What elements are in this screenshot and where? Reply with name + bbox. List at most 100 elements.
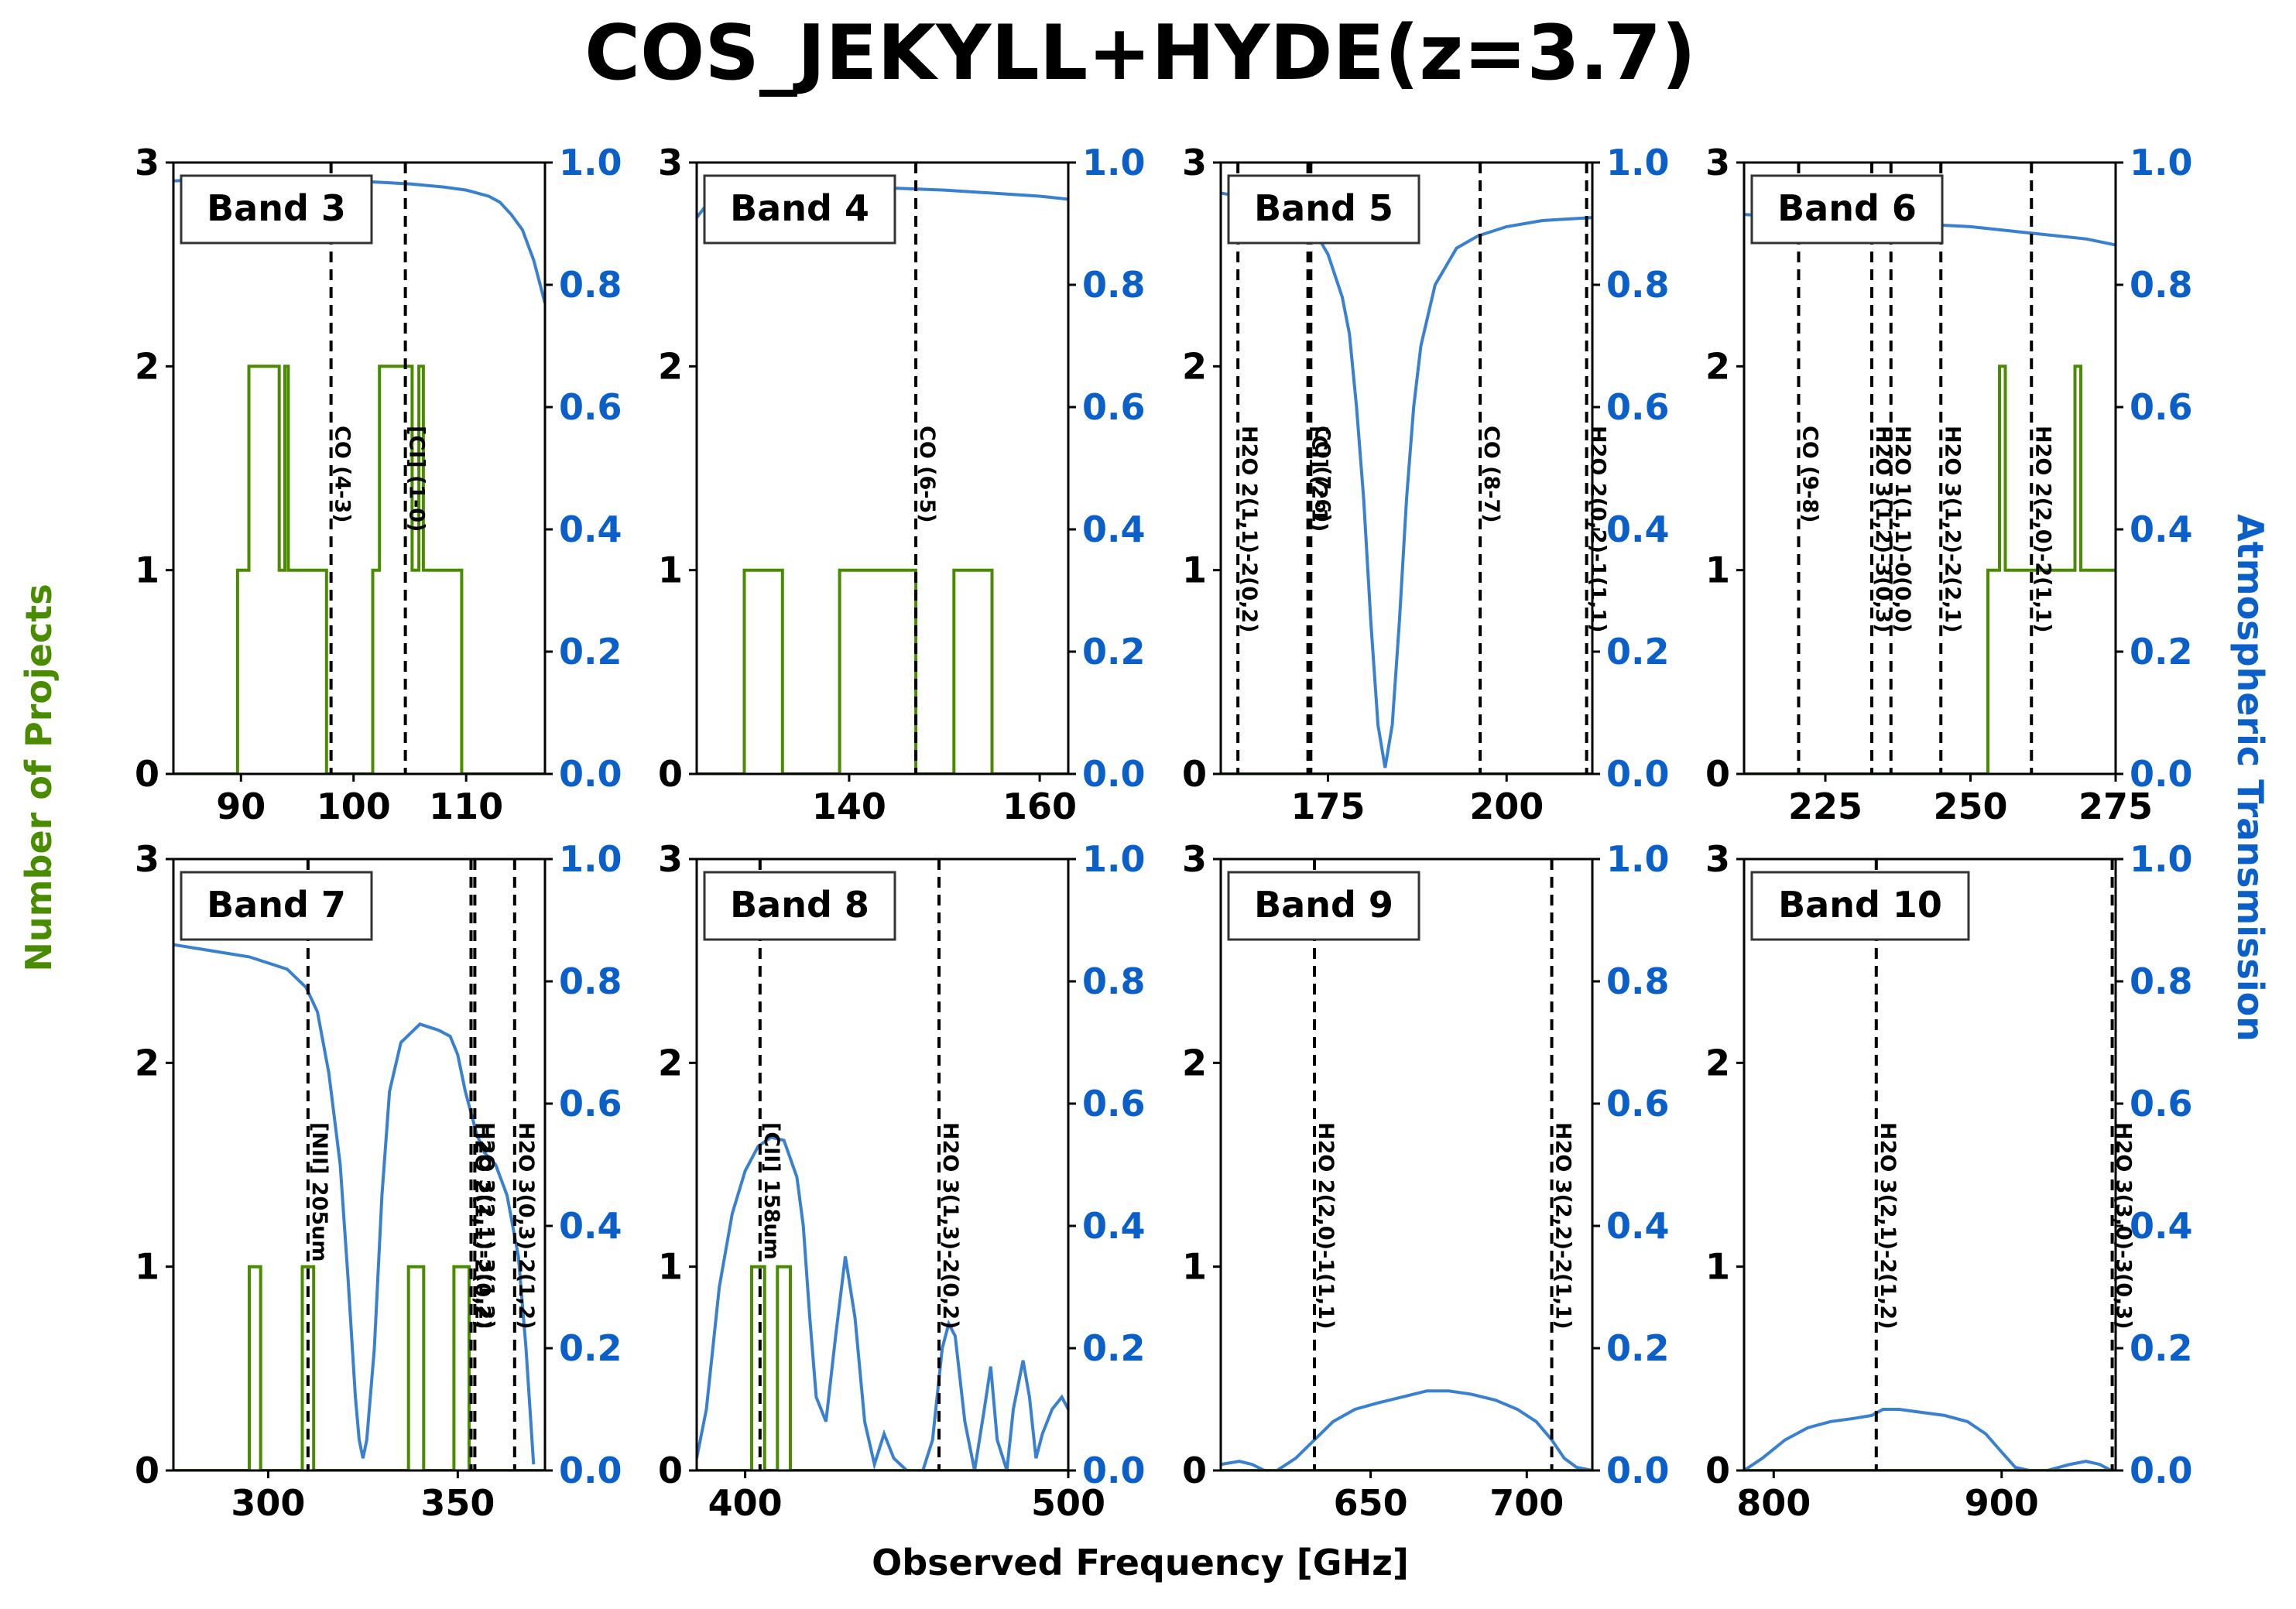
- y-right-tick-label: 0.4: [2130, 1205, 2193, 1247]
- subplot-band-7: [NII] 205um H2O 2(1,1)-2(0,2)H2O 3(2,1)-3…: [135, 838, 622, 1524]
- spectral-line-label: CO (7-6): [1310, 426, 1334, 523]
- y-left-tick-label: 1: [658, 1246, 683, 1288]
- transmission-curve: [1221, 191, 1592, 769]
- plot-frame: [1743, 161, 2117, 775]
- subplot-band-8: [CII] 158um H2O 3(1,3)-2(0,2) 0 1 2 3 0.0 0.2 0.…: [658, 838, 1146, 1524]
- y-right-tick-label: 0.6: [559, 1083, 622, 1125]
- y-right-tick-label: 0.2: [2130, 1327, 2193, 1369]
- y-right-tick-label: 0.6: [1606, 386, 1670, 428]
- spectral-line-label: H2O 3(2,1)-3(1,2): [474, 1122, 498, 1330]
- spectral-line-label: H2O 2(1,1)-2(0,2): [1237, 426, 1261, 633]
- y-left-tick-label: 0: [658, 753, 683, 795]
- x-tick-label: 350: [420, 1482, 495, 1524]
- spectral-line-label: H2O 3(2,1)-2(1,2): [1876, 1122, 1900, 1330]
- y-left-tick-label: 3: [658, 142, 683, 183]
- transmission-curve: [1221, 1389, 1592, 1470]
- transmission-curve: [697, 1135, 1068, 1470]
- y-right-tick-label: 0.0: [2130, 1450, 2193, 1491]
- subplot-band-3: CO (4-3) [CI] (1-0) 0 1 2 3 0.0 0.2 0.4 0.6 0.8 1.0…: [135, 142, 622, 827]
- x-tick-label: 800: [1736, 1482, 1811, 1524]
- projects-step-line: [173, 1265, 545, 1470]
- y-right-tick-label: 0.6: [2130, 386, 2193, 428]
- projects-step-line: [697, 568, 1068, 774]
- y-left-tick-label: 3: [1182, 142, 1207, 183]
- spectral-line-label: H2O 3(2,2)-2(1,1): [1551, 1122, 1575, 1330]
- band-label: Band 9: [1254, 884, 1393, 926]
- band-label-box: [1750, 174, 1944, 245]
- plot-frame: [695, 858, 1070, 1472]
- y-right-tick-label: 0.8: [1082, 264, 1146, 306]
- x-tick-label: 275: [2078, 786, 2153, 827]
- subplot-band-9: H2O 2(2,0)-1(1,1) H2O 3(2,2)-2(1,1) 0 1 2 3 0.…: [1182, 838, 1670, 1524]
- band-label: Band 10: [1778, 884, 1942, 926]
- x-tick-label: 110: [429, 786, 503, 827]
- y-left-tick-label: 2: [135, 345, 159, 387]
- band-label: Band 3: [207, 187, 346, 229]
- y-left-tick-label: 0: [1705, 1450, 1730, 1491]
- y-left-tick-label: 1: [1705, 1246, 1730, 1288]
- y-left-tick-label: 2: [1705, 1042, 1730, 1084]
- y-right-tick-label: 0.2: [1606, 631, 1670, 673]
- y-right-tick-label: 1.0: [1082, 142, 1146, 183]
- y-right-tick-label: 0.6: [1082, 386, 1146, 428]
- x-tick-label: 700: [1489, 1482, 1564, 1524]
- subplot-band-4: CO (6-5) 0 1 2 3 0.0 0.2 0.4 0.6 0.8 1.0 140 160 Band…: [658, 142, 1146, 827]
- y-left-tick-label: 2: [135, 1042, 159, 1084]
- y-left-tick-label: 0: [1182, 753, 1207, 795]
- band-label: Band 5: [1254, 187, 1393, 229]
- band-label-box: [703, 871, 896, 941]
- y-right-tick-label: 0.8: [1606, 960, 1670, 1002]
- y-right-tick-label: 0.4: [1606, 1205, 1670, 1247]
- y-right-tick-label: 0.0: [2130, 753, 2193, 795]
- y-left-tick-label: 0: [1705, 753, 1730, 795]
- y-left-tick-label: 0: [658, 1450, 683, 1491]
- x-tick-label: 175: [1290, 786, 1365, 827]
- y-right-tick-label: 0.8: [1082, 960, 1146, 1002]
- band-label-box: [1227, 174, 1420, 245]
- y-left-tick-label: 2: [1182, 1042, 1207, 1084]
- spectral-line-label: [CI] (2-1): [1307, 426, 1331, 532]
- plot-frame: [1743, 858, 2117, 1472]
- x-tick-label: 225: [1788, 786, 1863, 827]
- x-tick-label: 250: [1933, 786, 2007, 827]
- y-right-tick-label: 0.0: [1606, 1450, 1670, 1491]
- spectral-line-label: CO (9-8): [1798, 426, 1822, 523]
- x-tick-label: 400: [708, 1482, 783, 1524]
- y-left-tick-label: 3: [658, 838, 683, 880]
- y-left-tick-label: 1: [658, 549, 683, 591]
- subplot-band-6: CO (9-8) H2O 3(1,2)-3(0,3)H2O 1(1,1)-0(0,…: [1705, 142, 2193, 827]
- y-right-tick-label: 0.4: [1606, 508, 1670, 550]
- y-left-tick-label: 1: [135, 1246, 159, 1288]
- y-right-tick-label: 0.6: [2130, 1083, 2193, 1125]
- y-right-tick-label: 0.2: [2130, 631, 2193, 673]
- spectral-line-label: CO (8-7): [1479, 426, 1503, 523]
- y-right-tick-label: 1.0: [2130, 142, 2193, 183]
- y-left-tick-label: 0: [135, 753, 159, 795]
- y-right-tick-label: 0.2: [559, 1327, 622, 1369]
- y-right-tick-label: 0.0: [559, 753, 622, 795]
- x-tick-label: 300: [231, 1482, 305, 1524]
- y-right-tick-label: 1.0: [1606, 838, 1670, 880]
- y-left-tick-label: 2: [658, 1042, 683, 1084]
- y-axis-label-left: Number of Projects: [18, 584, 60, 971]
- plot-frame: [1219, 858, 1594, 1472]
- y-left-tick-label: 2: [658, 345, 683, 387]
- y-right-tick-label: 0.4: [1082, 508, 1146, 550]
- y-left-tick-label: 3: [1182, 838, 1207, 880]
- y-right-tick-label: 0.4: [2130, 508, 2193, 550]
- band-label: Band 4: [730, 187, 869, 229]
- spectral-line-label: CO (6-5): [915, 426, 939, 523]
- x-axis-label: Observed Frequency [GHz]: [872, 1542, 1409, 1583]
- y-right-tick-label: 0.6: [1606, 1083, 1670, 1125]
- projects-step-line: [1744, 365, 2116, 774]
- band-label: Band 6: [1777, 187, 1917, 229]
- y-left-tick-label: 3: [1705, 142, 1730, 183]
- y-right-tick-label: 0.0: [1606, 753, 1670, 795]
- y-left-tick-label: 0: [1182, 1450, 1207, 1491]
- y-right-tick-label: 0.8: [2130, 960, 2193, 1002]
- y-right-tick-label: 0.8: [559, 264, 622, 306]
- band-label-box: [180, 174, 373, 245]
- x-tick-label: 200: [1469, 786, 1544, 827]
- y-right-tick-label: 0.0: [1082, 1450, 1146, 1491]
- y-right-tick-label: 0.8: [1606, 264, 1670, 306]
